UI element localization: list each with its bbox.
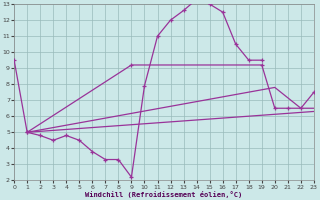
X-axis label: Windchill (Refroidissement éolien,°C): Windchill (Refroidissement éolien,°C) <box>85 191 243 198</box>
